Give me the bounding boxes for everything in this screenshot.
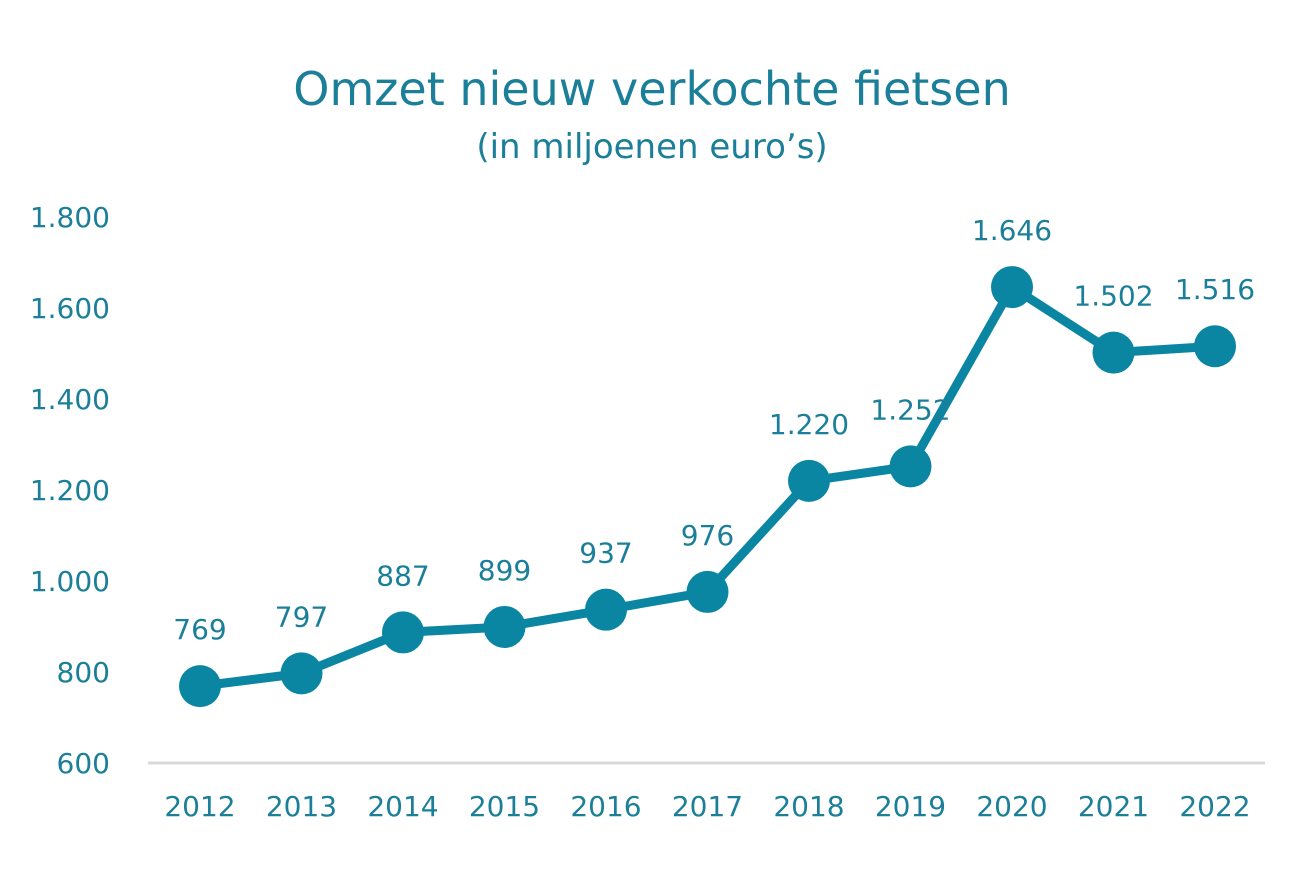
data-point: [1092, 331, 1135, 374]
x-tick-label: 2015: [469, 790, 540, 823]
y-axis-ticks: 600 800 1.000 1.200 1.400 1.600 1.800: [30, 201, 110, 780]
y-tick-label: 1.800: [30, 201, 110, 234]
x-tick-label: 2014: [367, 790, 438, 823]
data-point: [179, 665, 221, 708]
x-tick-label: 2021: [1078, 790, 1149, 823]
data-label: 887: [376, 559, 429, 592]
data-labels: 769 797 887 899 937 976 1.220 1.252 1.646 1.502 1.…: [173, 214, 1255, 646]
data-label: 1.220: [769, 408, 849, 441]
x-tick-label: 2018: [773, 790, 844, 823]
series-line: [199, 282, 1216, 691]
x-tick-label: 2020: [976, 790, 1047, 823]
data-label: 1.646: [972, 214, 1052, 247]
data-points: [179, 266, 1236, 708]
y-tick-label: 1.600: [30, 292, 110, 325]
x-tick-label: 2012: [164, 790, 235, 823]
data-point: [788, 459, 830, 502]
data-label: 976: [681, 519, 734, 552]
data-label: 1.516: [1175, 273, 1255, 306]
chart-title: Omzet nieuw verkochte fietsen: [293, 62, 1010, 116]
x-tick-label: 2017: [672, 790, 743, 823]
chart-subtitle: (in miljoenen euro’s): [476, 127, 827, 167]
data-point: [1194, 325, 1236, 368]
data-point: [991, 266, 1033, 309]
x-tick-label: 2016: [570, 790, 641, 823]
y-tick-label: 1.200: [30, 474, 110, 507]
data-point: [686, 570, 729, 613]
data-point: [889, 445, 932, 488]
data-label: 797: [275, 600, 328, 633]
y-tick-label: 600: [57, 747, 110, 780]
x-tick-label: 2019: [875, 790, 946, 823]
data-label: 1.502: [1073, 280, 1153, 313]
data-label: 899: [478, 554, 531, 587]
data-point: [382, 611, 424, 654]
data-point: [483, 605, 526, 648]
data-label: 1.252: [870, 393, 950, 426]
data-label: 937: [579, 537, 632, 570]
data-point: [585, 588, 627, 631]
x-tick-label: 2022: [1179, 790, 1250, 823]
x-tick-label: 2013: [266, 790, 337, 823]
y-tick-label: 1.000: [30, 565, 110, 598]
data-label: 769: [173, 613, 226, 646]
y-tick-label: 1.400: [30, 383, 110, 416]
y-tick-label: 800: [57, 656, 110, 689]
x-axis-ticks: 2012 2013 2014 2015 2016 2017 2018 2019 2020 2021…: [164, 790, 1250, 823]
data-point: [280, 652, 323, 695]
